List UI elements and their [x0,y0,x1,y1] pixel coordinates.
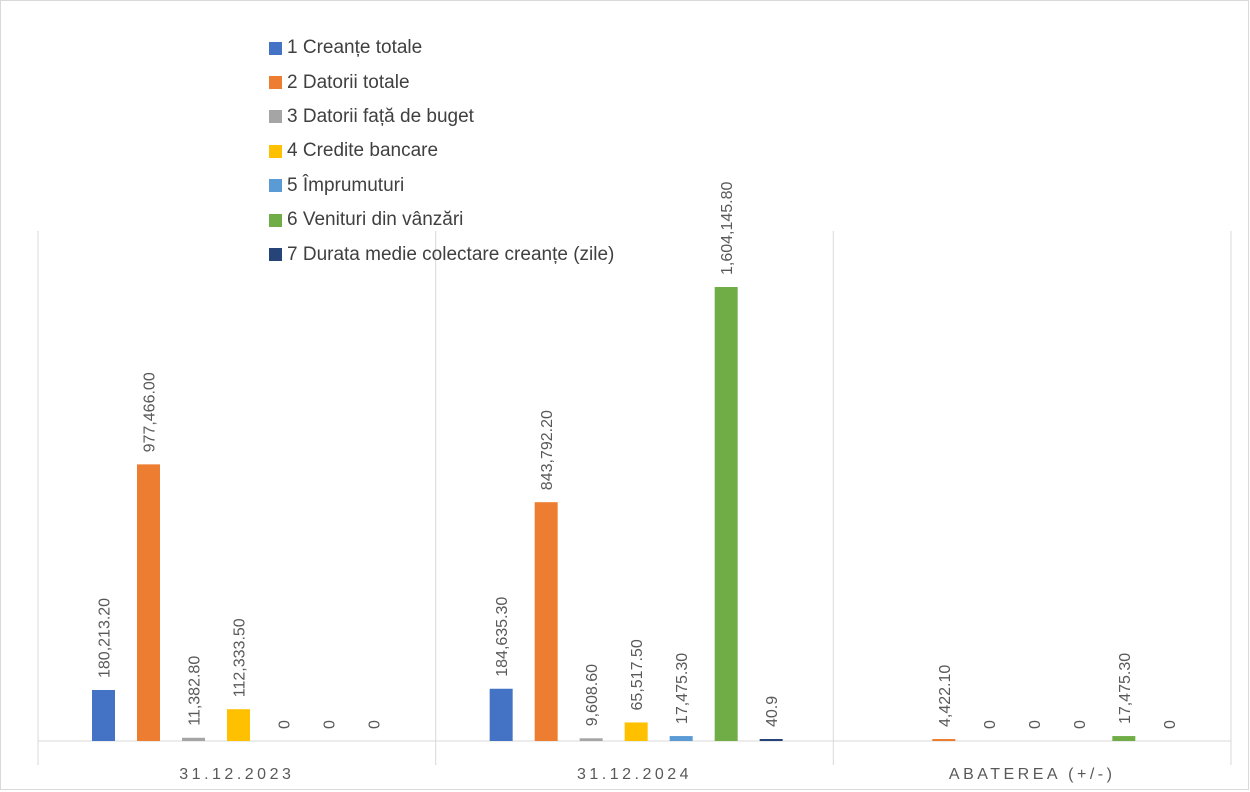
chart-legend: 1 Creanțe totale 2 Datorii totale 3 Datori… [269,31,614,272]
legend-swatch [269,110,282,124]
legend-swatch [269,41,282,55]
bar [759,739,783,741]
legend-item: 7 Durata medie colectare creanțe (zile) [269,237,614,271]
data-label: 11,382.80 [187,656,204,726]
data-label: 0 [277,720,294,729]
data-label: 0 [1162,720,1179,729]
data-label: 4,422.10 [937,665,954,727]
legend-item: 5 Împrumuturi [269,169,614,203]
legend-item: 1 Creanțe totale [269,31,614,65]
legend-label: 1 Creanțe totale [287,37,423,59]
data-label: 184,635.30 [494,597,511,677]
legend-swatch [269,213,282,227]
legend-swatch [269,76,282,90]
legend-label: 7 Durata medie colectare creanțe (zile) [287,243,615,265]
legend-label: 3 Datorii față de buget [287,105,474,127]
data-label: 843,792.20 [539,410,556,490]
bar [714,287,738,741]
bar [579,738,603,741]
legend-item: 2 Datorii totale [269,65,614,99]
legend-label: 6 Venituri din vânzări [287,209,464,231]
legend-item: 6 Venituri din vânzări [269,203,614,237]
legend-item: 4 Credite bancare [269,134,614,168]
data-label: 9,608.60 [584,664,601,726]
bar [932,739,956,741]
legend-label: 2 Datorii totale [287,71,410,93]
legend-label: 5 Împrumuturi [287,174,405,196]
data-label: 0 [367,720,384,729]
data-label: 1,604,145.80 [719,181,736,275]
data-label: 17,475.30 [1117,653,1134,724]
bar [489,688,513,741]
legend-swatch [269,144,282,158]
category-label: 31.12.2024 [577,766,692,783]
legend-item: 3 Datorii față de buget [269,100,614,134]
data-label: 65,517.50 [629,639,646,710]
category-label: 31.12.2023 [179,766,294,783]
bar [227,709,250,741]
bar [182,737,205,741]
bar [92,689,115,741]
bar [534,502,558,741]
data-label: 180,213.20 [97,598,114,678]
bar [1112,736,1136,741]
legend-swatch [269,248,282,262]
data-label: 17,475.30 [674,653,691,724]
data-label: 112,333.50 [232,618,249,697]
data-label: 0 [1027,720,1044,729]
data-label: 0 [1072,720,1089,729]
data-label: 977,466.00 [142,372,159,452]
legend-label: 4 Credite bancare [287,140,439,162]
category-label: ABATEREA (+/-) [949,766,1116,783]
bar [624,722,648,741]
data-label: 0 [322,720,339,729]
legend-swatch [269,179,282,193]
bar [137,464,160,741]
bar [669,736,693,741]
data-label: 40.9 [764,696,781,727]
data-label: 0 [982,720,999,729]
